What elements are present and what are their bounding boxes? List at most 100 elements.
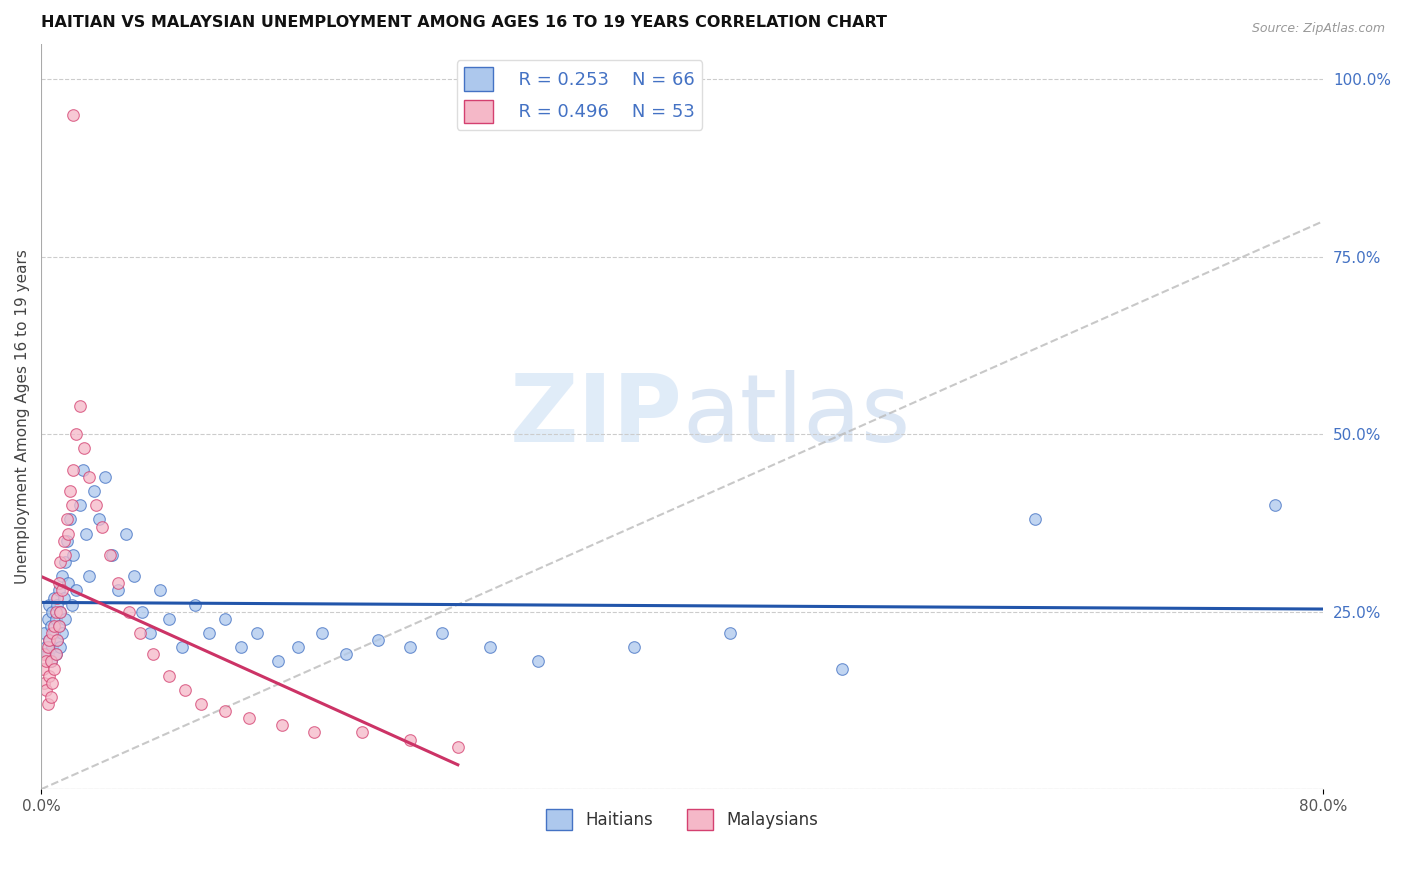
Point	[41, 675, 63, 690]
Point	[39, 654, 62, 668]
Point	[52, 591, 75, 605]
Point	[44, 605, 66, 619]
Point	[59, 512, 82, 526]
Point	[38, 633, 60, 648]
Point	[84, 498, 107, 512]
Point	[270, 718, 292, 732]
Point	[718, 626, 741, 640]
Point	[44, 648, 66, 662]
Point	[398, 640, 420, 655]
Point	[46, 591, 69, 605]
Point	[527, 654, 550, 668]
Point	[87, 512, 110, 526]
Point	[94, 470, 117, 484]
Point	[49, 605, 72, 619]
Point	[335, 648, 357, 662]
Point	[83, 483, 105, 498]
Point	[75, 526, 97, 541]
Point	[51, 626, 73, 640]
Point	[77, 569, 100, 583]
Point	[34, 648, 56, 662]
Point	[65, 427, 87, 442]
Point	[37, 612, 59, 626]
Point	[49, 640, 72, 655]
Point	[58, 576, 80, 591]
Point	[174, 682, 197, 697]
Point	[60, 498, 83, 512]
Point	[267, 654, 290, 668]
Point	[157, 668, 180, 682]
Text: ZIP: ZIP	[509, 370, 682, 462]
Point	[53, 612, 76, 626]
Point	[52, 533, 75, 548]
Point	[48, 619, 70, 633]
Point	[38, 598, 60, 612]
Point	[831, 661, 853, 675]
Point	[139, 626, 162, 640]
Point	[1024, 512, 1046, 526]
Point	[60, 598, 83, 612]
Point	[46, 633, 69, 648]
Point	[149, 583, 172, 598]
Point	[302, 725, 325, 739]
Point	[172, 640, 194, 655]
Text: Source: ZipAtlas.com: Source: ZipAtlas.com	[1251, 22, 1385, 36]
Point	[49, 605, 72, 619]
Point	[42, 591, 65, 605]
Point	[246, 626, 269, 640]
Point	[55, 533, 77, 548]
Text: HAITIAN VS MALAYSIAN UNEMPLOYMENT AMONG AGES 16 TO 19 YEARS CORRELATION CHART: HAITIAN VS MALAYSIAN UNEMPLOYMENT AMONG …	[41, 15, 887, 30]
Point	[44, 612, 66, 626]
Point	[38, 668, 60, 682]
Point	[53, 555, 76, 569]
Point	[129, 626, 152, 640]
Point	[51, 569, 73, 583]
Text: atlas: atlas	[682, 370, 911, 462]
Point	[69, 498, 91, 512]
Point	[39, 619, 62, 633]
Point	[37, 648, 59, 662]
Point	[62, 463, 84, 477]
Point	[62, 548, 84, 562]
Point	[122, 569, 145, 583]
Point	[48, 619, 70, 633]
Point	[478, 640, 501, 655]
Point	[398, 732, 420, 747]
Point	[623, 640, 645, 655]
Point	[107, 576, 129, 591]
Point	[41, 626, 63, 640]
Point	[37, 697, 59, 711]
Point	[107, 583, 129, 598]
Point	[1264, 498, 1286, 512]
Point	[34, 675, 56, 690]
Point	[367, 633, 389, 648]
Point	[72, 463, 94, 477]
Point	[115, 526, 138, 541]
Point	[77, 470, 100, 484]
Point	[100, 548, 122, 562]
Point	[42, 626, 65, 640]
Y-axis label: Unemployment Among Ages 16 to 19 years: Unemployment Among Ages 16 to 19 years	[15, 249, 30, 584]
Point	[35, 682, 58, 697]
Point	[447, 739, 470, 754]
Point	[35, 654, 58, 668]
Point	[142, 648, 165, 662]
Point	[55, 512, 77, 526]
Point	[238, 711, 260, 725]
Point	[42, 619, 65, 633]
Point	[41, 640, 63, 655]
Point	[42, 661, 65, 675]
Point	[184, 598, 207, 612]
Point	[231, 640, 253, 655]
Point	[31, 661, 53, 675]
Point	[65, 583, 87, 598]
Point	[91, 519, 114, 533]
Point	[39, 690, 62, 704]
Point	[214, 612, 236, 626]
Point	[44, 648, 66, 662]
Point	[118, 605, 141, 619]
Point	[53, 548, 76, 562]
Point	[37, 640, 59, 655]
Point	[350, 725, 373, 739]
Point	[62, 108, 84, 122]
